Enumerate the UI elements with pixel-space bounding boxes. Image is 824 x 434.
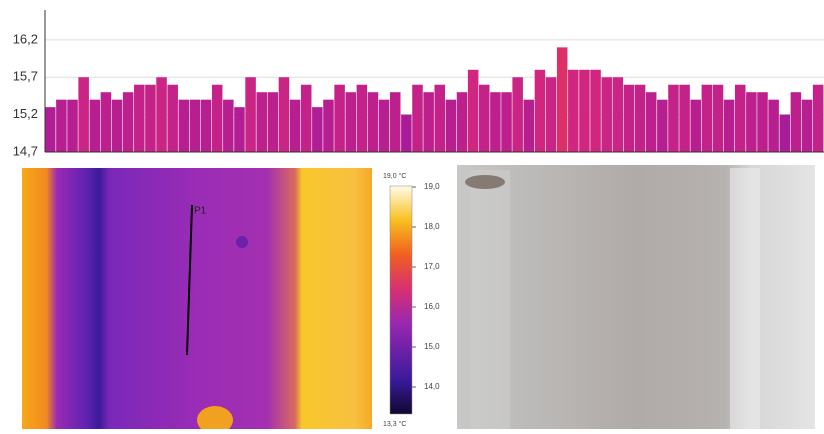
bar	[634, 84, 646, 152]
bar	[501, 92, 512, 152]
bar	[234, 107, 245, 152]
bar	[801, 99, 813, 152]
bar	[145, 84, 156, 152]
bar	[122, 92, 134, 152]
bar	[45, 107, 56, 152]
bar	[100, 92, 112, 152]
scale-tick-label: 15,0	[424, 342, 440, 351]
bar	[200, 99, 212, 152]
photo	[457, 165, 815, 429]
scale-tick-label: 14,0	[424, 382, 440, 391]
bar	[712, 84, 724, 152]
photo-detail	[465, 175, 505, 189]
bar	[389, 92, 401, 152]
color-scale	[389, 185, 413, 415]
measure-line	[186, 204, 193, 356]
bar	[790, 92, 802, 152]
bar	[512, 77, 523, 152]
bar	[456, 92, 468, 152]
bar	[401, 114, 412, 152]
thermal-picture	[22, 168, 372, 429]
bar	[245, 77, 256, 152]
y-tick-label: 15,7	[13, 69, 38, 84]
photo-highlight	[470, 170, 510, 429]
bar	[490, 92, 501, 152]
bar	[746, 92, 757, 152]
bar	[623, 84, 635, 152]
bar	[345, 92, 356, 152]
scale-tick-label: 19,0	[424, 182, 440, 191]
bar	[156, 77, 167, 152]
bar	[56, 99, 67, 152]
bar	[734, 84, 746, 152]
bar	[378, 99, 390, 152]
bar	[356, 84, 368, 152]
bar	[668, 84, 679, 152]
scale-tick-label: 18,0	[424, 222, 440, 231]
scale-tick-label: 17,0	[424, 262, 440, 271]
bar	[690, 99, 701, 152]
bar	[134, 84, 145, 152]
bar	[679, 84, 690, 152]
bar	[534, 69, 546, 152]
y-tick-label: 15,2	[13, 106, 38, 121]
bar	[334, 84, 345, 152]
bar	[434, 84, 446, 152]
bar	[278, 77, 290, 152]
bar	[78, 77, 89, 152]
bar	[645, 92, 657, 152]
marker-label: P1	[194, 206, 207, 217]
bar	[67, 99, 78, 152]
bar	[445, 99, 457, 152]
bar	[579, 69, 590, 152]
bar	[189, 99, 201, 152]
bar	[312, 107, 323, 152]
bar	[479, 84, 490, 152]
bar	[256, 92, 267, 152]
bar	[568, 69, 579, 152]
bar	[323, 99, 334, 152]
bar	[412, 84, 423, 152]
bar	[612, 77, 624, 152]
photo-highlight	[730, 168, 760, 429]
bar	[590, 69, 601, 152]
bar	[167, 84, 178, 152]
y-tick-label: 14,7	[13, 143, 38, 158]
bar	[423, 92, 434, 152]
scale-max: 19,0 °C	[383, 172, 406, 180]
bar	[267, 92, 279, 152]
bar	[178, 99, 190, 152]
bar	[768, 99, 779, 152]
bar	[111, 99, 123, 152]
scale-min: 13,3 °C	[383, 420, 406, 428]
bar	[289, 99, 301, 152]
bar	[300, 84, 312, 152]
bar	[701, 84, 713, 152]
visual-photo	[457, 165, 815, 429]
bar	[223, 99, 234, 152]
bar	[812, 84, 824, 152]
thermal-image: P1 19,0 °C 13,3 °C 19,0 18,0 17,0 16,0 15,0 1…	[22, 168, 440, 434]
bar	[89, 99, 101, 152]
bar	[779, 114, 791, 152]
y-tick-label: 16,2	[13, 31, 38, 46]
bar	[523, 99, 535, 152]
bar-chart: 14,7 15,2 15,7 16,2	[13, 10, 824, 158]
bar	[556, 47, 568, 152]
bar	[545, 77, 557, 152]
bar	[211, 84, 223, 152]
bar	[723, 99, 735, 152]
bar	[657, 99, 668, 152]
bar	[367, 92, 379, 152]
bar	[467, 69, 479, 152]
cool-spot	[236, 236, 248, 248]
bar	[757, 92, 768, 152]
scale-tick-label: 16,0	[424, 302, 440, 311]
hot-spot	[197, 406, 233, 434]
bar	[601, 77, 612, 152]
